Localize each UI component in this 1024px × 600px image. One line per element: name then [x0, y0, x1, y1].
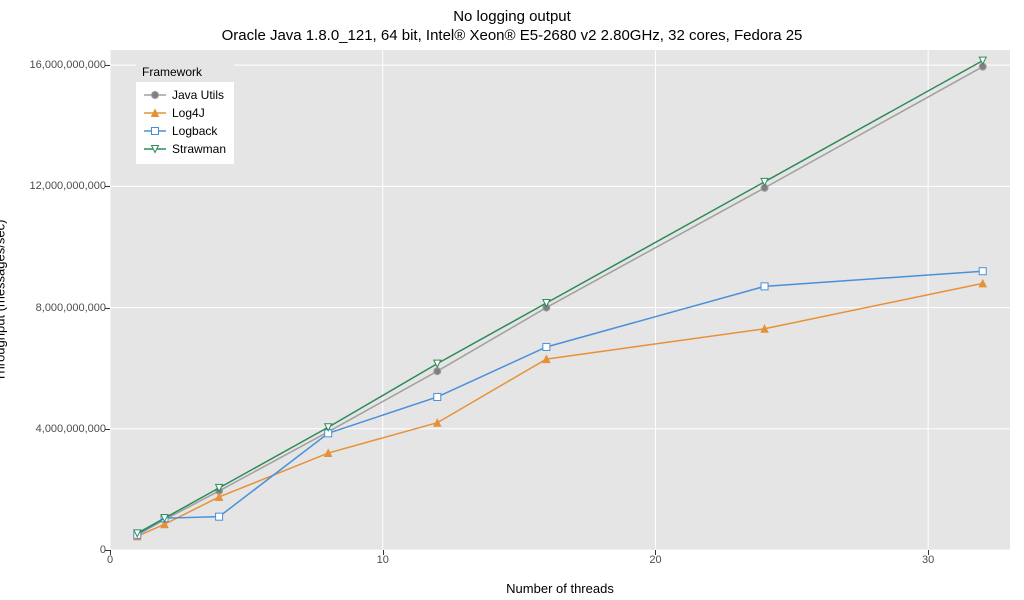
plot-area: [110, 50, 1010, 550]
legend-item: Log4J: [144, 104, 226, 122]
legend-item: Logback: [144, 122, 226, 140]
legend-item: Java Utils: [144, 86, 226, 104]
y-tick-label: 8,000,000,000: [6, 302, 106, 314]
chart-container: No logging output Oracle Java 1.8.0_121,…: [0, 0, 1024, 600]
legend-label: Strawman: [172, 142, 226, 156]
x-tick-label: 30: [922, 554, 934, 566]
legend-swatch: [144, 142, 166, 156]
legend-swatch: [144, 88, 166, 102]
legend-label: Logback: [172, 124, 217, 138]
x-tick-label: 0: [107, 554, 113, 566]
x-tick-label: 20: [649, 554, 661, 566]
y-tick-label: 12,000,000,000: [6, 180, 106, 192]
legend-swatch: [144, 124, 166, 138]
series-svg: [110, 50, 1010, 550]
chart-title-main: No logging output: [0, 8, 1024, 25]
legend: Framework Java Utils Log4J Logback Strawman: [136, 62, 234, 164]
legend-swatch: [144, 106, 166, 120]
y-tick-label: 4,000,000,000: [6, 423, 106, 435]
legend-title: Framework: [136, 62, 234, 82]
y-tick-label: 0: [6, 544, 106, 556]
legend-label: Log4J: [172, 106, 205, 120]
chart-title-sub: Oracle Java 1.8.0_121, 64 bit, Intel® Xe…: [0, 27, 1024, 44]
y-axis-label: Throughput (messages/sec): [0, 50, 10, 550]
x-axis-label: Number of threads: [110, 581, 1010, 596]
y-tick-label: 16,000,000,000: [6, 59, 106, 71]
x-tick-label: 10: [377, 554, 389, 566]
legend-item: Strawman: [144, 140, 226, 158]
legend-label: Java Utils: [172, 88, 224, 102]
